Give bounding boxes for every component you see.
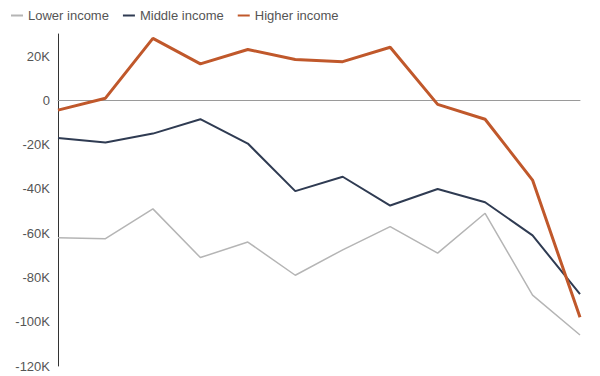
svg-text:Middle income: Middle income <box>140 8 224 23</box>
svg-text:0: 0 <box>43 93 50 108</box>
svg-text:Higher income: Higher income <box>255 8 339 23</box>
svg-text:Lower income: Lower income <box>28 8 109 23</box>
svg-text:-80K: -80K <box>23 270 51 285</box>
svg-text:-40K: -40K <box>23 181 51 196</box>
svg-text:-100K: -100K <box>15 314 50 329</box>
svg-text:-120K: -120K <box>15 359 50 374</box>
svg-text:-60K: -60K <box>23 226 51 241</box>
svg-text:-20K: -20K <box>23 137 51 152</box>
svg-text:20K: 20K <box>27 49 50 64</box>
